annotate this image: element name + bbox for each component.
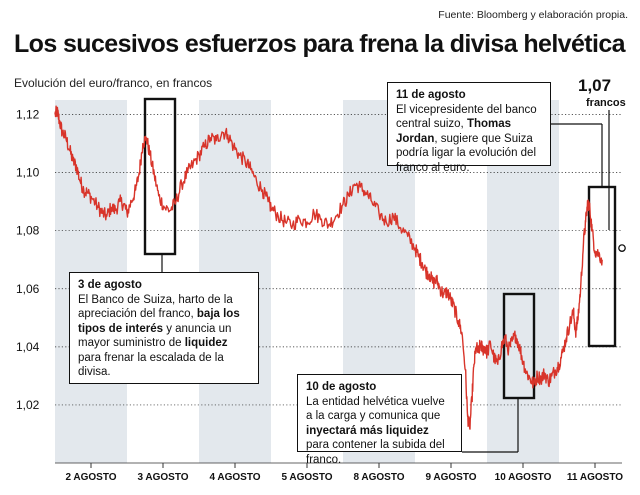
y-tick-label: 1,08: [16, 224, 40, 238]
x-tick-label: 2 AGOSTO: [65, 472, 116, 483]
annotation-emphasis: inyectará más liquidez: [306, 424, 429, 437]
x-axis-ticks: 2 AGOSTO 3 AGOSTO 4 AGOSTO 5 AGOSTO 8 AGOSTO…: [55, 462, 623, 483]
last-value-unit: francos: [586, 97, 626, 109]
annotation-text: , sugiere que Suiza podría ligar la evol…: [396, 132, 537, 174]
annotation-text: El vicepresidente del banco central suiz…: [396, 103, 537, 131]
highlight-box-10-agosto: [502, 292, 536, 400]
annotation-text: y anuncia un mayor suministro de: [78, 322, 232, 350]
y-axis-label: Evolución del euro/franco, en francos: [14, 76, 213, 90]
x-tick-label: 9 AGOSTO: [425, 472, 476, 483]
source-note: Fuente: Bloomberg y elaboración propia.: [438, 9, 628, 21]
annotation-11-agosto: 11 de agosto El vicepresidente del banco …: [387, 82, 551, 174]
annotation-10-agosto: 10 de agosto La entidad helvética vuelve …: [297, 374, 462, 466]
y-axis-ticks: 1,02 1,04 1,06 1,08 1,10 1,12: [16, 108, 40, 412]
annotation-text: para contener la subida del franco.: [306, 439, 445, 466]
x-tick-label: 3 AGOSTO: [137, 472, 188, 483]
annotation-text: para frenar la escalada de la divisa.: [78, 351, 224, 379]
y-tick-label: 1,04: [16, 340, 40, 354]
annotation-text: El Banco de Suiza, harto de la apreciaci…: [78, 293, 233, 321]
series-line: [54, 105, 603, 430]
annotation-emphasis: baja los tipos de interés: [78, 308, 240, 335]
x-tick-label: 4 AGOSTO: [209, 472, 260, 483]
annotation-heading: 3 de agosto: [78, 279, 142, 291]
x-tick-label: 8 AGOSTO: [353, 472, 404, 483]
annotation-emphasis: liquidez: [184, 337, 228, 349]
annotation-text: La entidad helvética vuelve a la carga y…: [306, 395, 445, 423]
annotation-heading: 10 de agosto: [306, 381, 377, 393]
x-tick-label: 10 AGOSTO: [495, 472, 552, 483]
y-tick-label: 1,10: [16, 166, 40, 180]
y-tick-label: 1,06: [16, 282, 40, 296]
annotation-heading: 11 de agosto: [396, 89, 466, 101]
last-value-marker: [618, 244, 626, 252]
x-tick-label: 5 AGOSTO: [281, 472, 332, 483]
highlight-box-3-agosto: [143, 97, 177, 256]
x-tick-label: 11 AGOSTO: [567, 472, 623, 483]
highlight-box-11-agosto: [587, 185, 617, 348]
chart-title: Los sucesivos esfuerzos para frena la di…: [14, 30, 626, 58]
annotation-emphasis: Thomas Jordan: [396, 118, 512, 145]
annotation-leaders: [143, 97, 617, 453]
y-tick-label: 1,12: [16, 108, 40, 122]
last-value-label: 1,07: [578, 76, 612, 95]
y-tick-label: 1,02: [16, 398, 40, 412]
annotation-3-agosto: 3 de agosto El Banco de Suiza, harto de l…: [69, 272, 259, 384]
